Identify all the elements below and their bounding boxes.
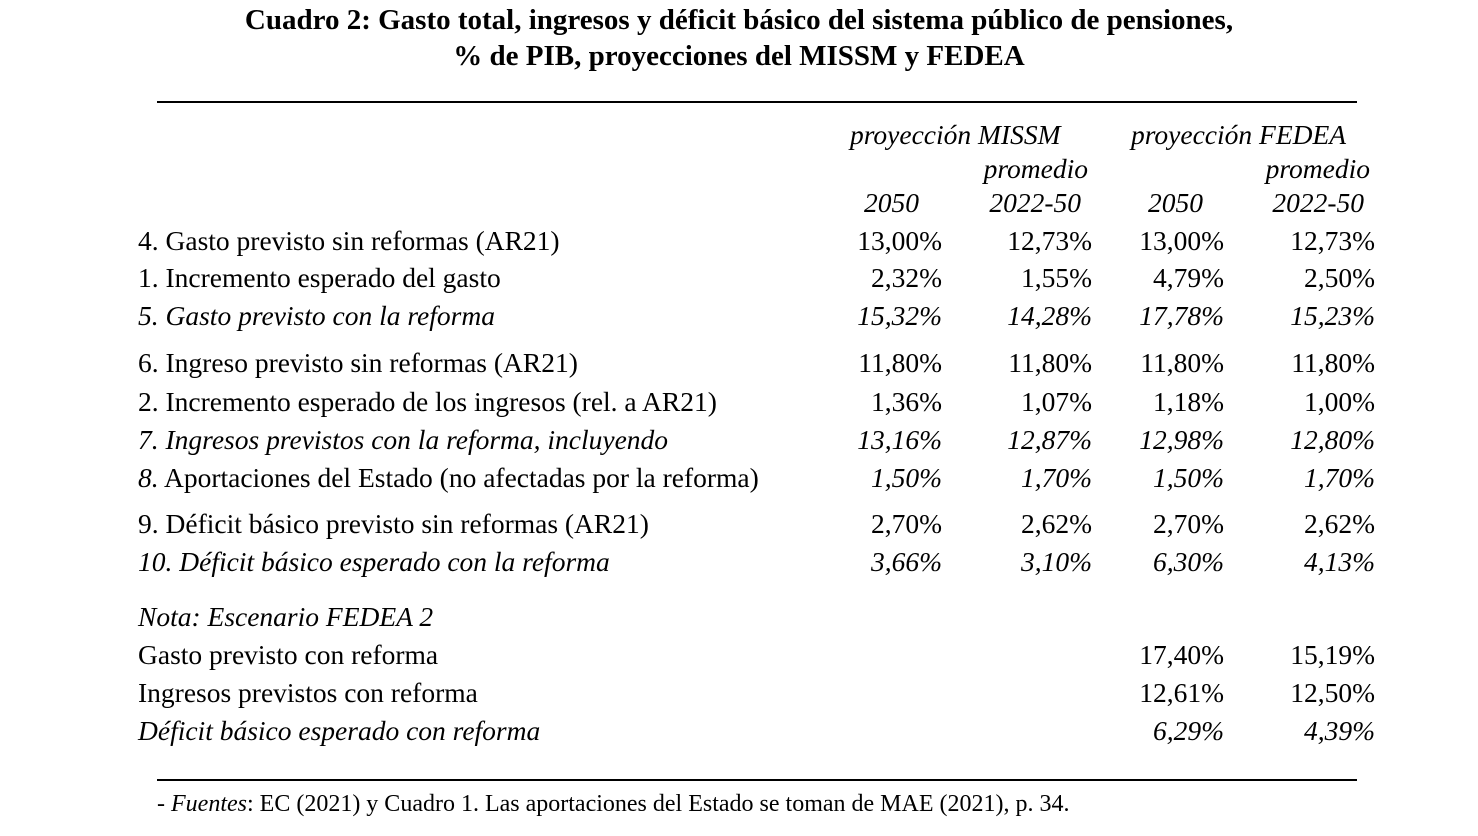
cell-fedea-2050: 11,80% bbox=[1140, 347, 1224, 378]
note-cell-fedea-2050: 17,40% bbox=[1139, 639, 1224, 670]
row-label-prefix: 8. bbox=[138, 462, 159, 493]
header-promedio-missm: promedio bbox=[983, 153, 1088, 184]
note-cell-fedea-avg: 15,19% bbox=[1290, 639, 1375, 670]
header-promedio-fedea: promedio bbox=[1265, 153, 1370, 184]
bottom-rule bbox=[157, 779, 1357, 781]
cell-fedea-2050: 12,98% bbox=[1139, 424, 1224, 455]
cell-fedea-2050: 2,70% bbox=[1152, 508, 1224, 539]
cell-fedea-2050: 6,30% bbox=[1152, 546, 1224, 577]
cell-missm-2050: 3,66% bbox=[870, 546, 942, 577]
footnote-dash: - bbox=[157, 791, 171, 817]
cell-fedea-avg: 11,80% bbox=[1291, 347, 1375, 378]
footnote-fuentes-label: Fuentes bbox=[171, 791, 247, 817]
cell-fedea-avg: 15,23% bbox=[1290, 300, 1375, 331]
cell-fedea-avg: 2,62% bbox=[1303, 508, 1375, 539]
note-cell-fedea-2050: 6,29% bbox=[1152, 715, 1224, 746]
cell-fedea-2050: 1,50% bbox=[1152, 462, 1224, 493]
row-label: 7. Ingresos previstos con la reforma, in… bbox=[138, 424, 669, 455]
row-label: 8. Aportaciones del Estado (no afectadas… bbox=[138, 462, 759, 494]
cell-fedea-avg: 2,50% bbox=[1303, 262, 1375, 293]
note-cell-fedea-avg: 4,39% bbox=[1303, 715, 1375, 746]
cell-missm-avg: 11,80% bbox=[1008, 347, 1092, 378]
cell-fedea-2050: 13,00% bbox=[1139, 225, 1224, 256]
note-row-label: Ingresos previstos con reforma bbox=[138, 677, 478, 708]
cell-fedea-2050: 17,78% bbox=[1139, 300, 1224, 331]
header-range-fedea: 2022-50 bbox=[1272, 187, 1364, 218]
row-label: 10. Déficit básico esperado con la refor… bbox=[138, 546, 610, 577]
note-cell-fedea-avg: 12,50% bbox=[1290, 677, 1375, 708]
row-label: 1. Incremento esperado del gasto bbox=[138, 262, 501, 293]
row-label: 4. Gasto previsto sin reformas (AR21) bbox=[138, 225, 560, 256]
source-footnote: - Fuentes: EC (2021) y Cuadro 1. Las apo… bbox=[157, 788, 1069, 820]
note-row-label: Gasto previsto con reforma bbox=[138, 639, 439, 670]
table-title-line-2: % de PIB, proyecciones del MISSM y FEDEA bbox=[453, 40, 1025, 72]
table-title-line-1: Cuadro 2: Gasto total, ingresos y défici… bbox=[244, 4, 1234, 36]
row-label: 6. Ingreso previsto sin reformas (AR21) bbox=[138, 347, 578, 378]
footnote-text: : EC (2021) y Cuadro 1. Las aportaciones… bbox=[246, 791, 1070, 817]
row-label-text: Aportaciones del Estado (no afectadas po… bbox=[163, 462, 759, 493]
header-group-missm: proyección MISSM bbox=[850, 119, 1061, 150]
cell-missm-avg: 3,10% bbox=[1020, 546, 1092, 577]
header-2050-fedea: 2050 bbox=[1148, 187, 1203, 218]
cell-fedea-avg: 4,13% bbox=[1303, 546, 1375, 577]
note-cell-fedea-2050: 12,61% bbox=[1139, 677, 1224, 708]
cell-missm-2050: 11,80% bbox=[858, 347, 942, 378]
cell-fedea-2050: 4,79% bbox=[1152, 262, 1224, 293]
header-range-missm: 2022-50 bbox=[989, 187, 1081, 218]
cell-missm-2050: 2,32% bbox=[870, 262, 942, 293]
header-2050-missm: 2050 bbox=[864, 187, 919, 218]
cell-missm-2050: 15,32% bbox=[857, 300, 942, 331]
row-label: 5. Gasto previsto con la reforma bbox=[138, 300, 495, 331]
cell-fedea-avg: 12,73% bbox=[1290, 225, 1375, 256]
row-label: 2. Incremento esperado de los ingresos (… bbox=[138, 386, 717, 417]
cell-missm-avg: 1,70% bbox=[1020, 462, 1092, 493]
cell-missm-avg: 2,62% bbox=[1020, 508, 1092, 539]
cell-missm-2050: 13,00% bbox=[857, 225, 942, 256]
header-group-fedea: proyección FEDEA bbox=[1131, 119, 1347, 150]
top-rule bbox=[157, 101, 1357, 103]
cell-missm-2050: 1,50% bbox=[870, 462, 942, 493]
cell-missm-2050: 13,16% bbox=[857, 424, 942, 455]
cell-fedea-avg: 12,80% bbox=[1290, 424, 1375, 455]
note-row-label: Déficit básico esperado con reforma bbox=[138, 715, 541, 746]
cell-missm-2050: 2,70% bbox=[870, 508, 942, 539]
cell-fedea-avg: 1,70% bbox=[1303, 462, 1375, 493]
cell-missm-avg: 12,87% bbox=[1007, 424, 1092, 455]
row-label: 9. Déficit básico previsto sin reformas … bbox=[138, 508, 649, 539]
cell-missm-avg: 12,73% bbox=[1007, 225, 1092, 256]
cell-fedea-2050: 1,18% bbox=[1152, 386, 1224, 417]
cell-fedea-avg: 1,00% bbox=[1303, 386, 1375, 417]
note-title: Nota: Escenario FEDEA 2 bbox=[138, 601, 434, 632]
cell-missm-avg: 1,07% bbox=[1020, 386, 1092, 417]
cell-missm-2050: 1,36% bbox=[870, 386, 942, 417]
cell-missm-avg: 14,28% bbox=[1007, 300, 1092, 331]
cell-missm-avg: 1,55% bbox=[1020, 262, 1092, 293]
